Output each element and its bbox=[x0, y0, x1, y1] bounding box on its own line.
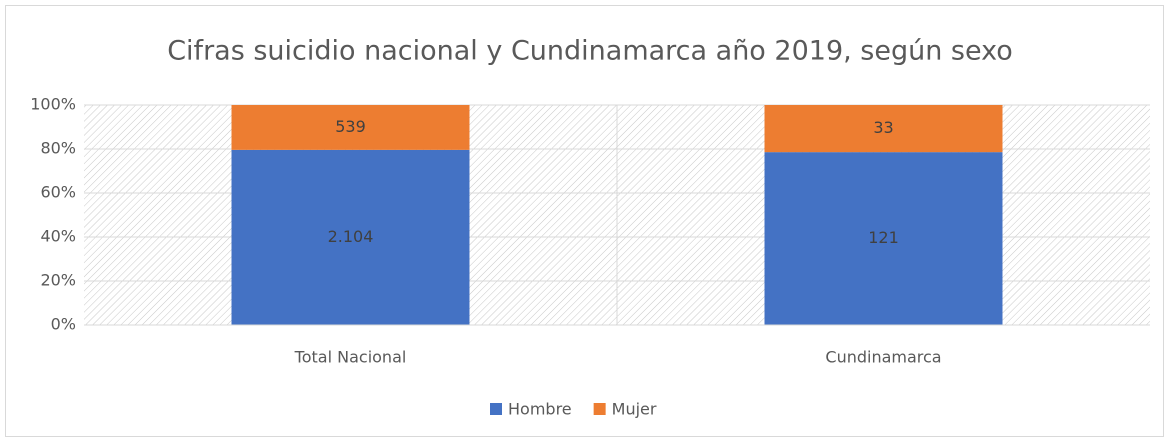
legend-swatch bbox=[593, 403, 606, 415]
y-tick-label: 100% bbox=[30, 95, 76, 114]
y-tick-label: 0% bbox=[51, 315, 76, 334]
y-tick-label: 60% bbox=[40, 183, 76, 202]
bar-segment bbox=[764, 105, 1003, 153]
legend-label: Hombre bbox=[508, 400, 572, 419]
y-tick-label: 20% bbox=[40, 271, 76, 290]
y-tick-label: 40% bbox=[40, 227, 76, 246]
data-label: 33 bbox=[873, 118, 893, 137]
bar-segment bbox=[764, 152, 1003, 325]
data-label: 539 bbox=[335, 117, 366, 136]
data-label: 2.104 bbox=[328, 227, 374, 246]
bar-segment bbox=[231, 149, 470, 325]
bar-segment bbox=[231, 105, 470, 150]
x-tick-label: Cundinamarca bbox=[825, 348, 941, 367]
legend-label: Mujer bbox=[612, 400, 657, 419]
x-tick-label: Total Nacional bbox=[294, 348, 407, 367]
chart-title: Cifras suicidio nacional y Cundinamarca … bbox=[167, 36, 1013, 67]
y-tick-label: 80% bbox=[40, 139, 76, 158]
legend-swatch bbox=[490, 403, 502, 415]
data-label: 121 bbox=[868, 228, 899, 247]
